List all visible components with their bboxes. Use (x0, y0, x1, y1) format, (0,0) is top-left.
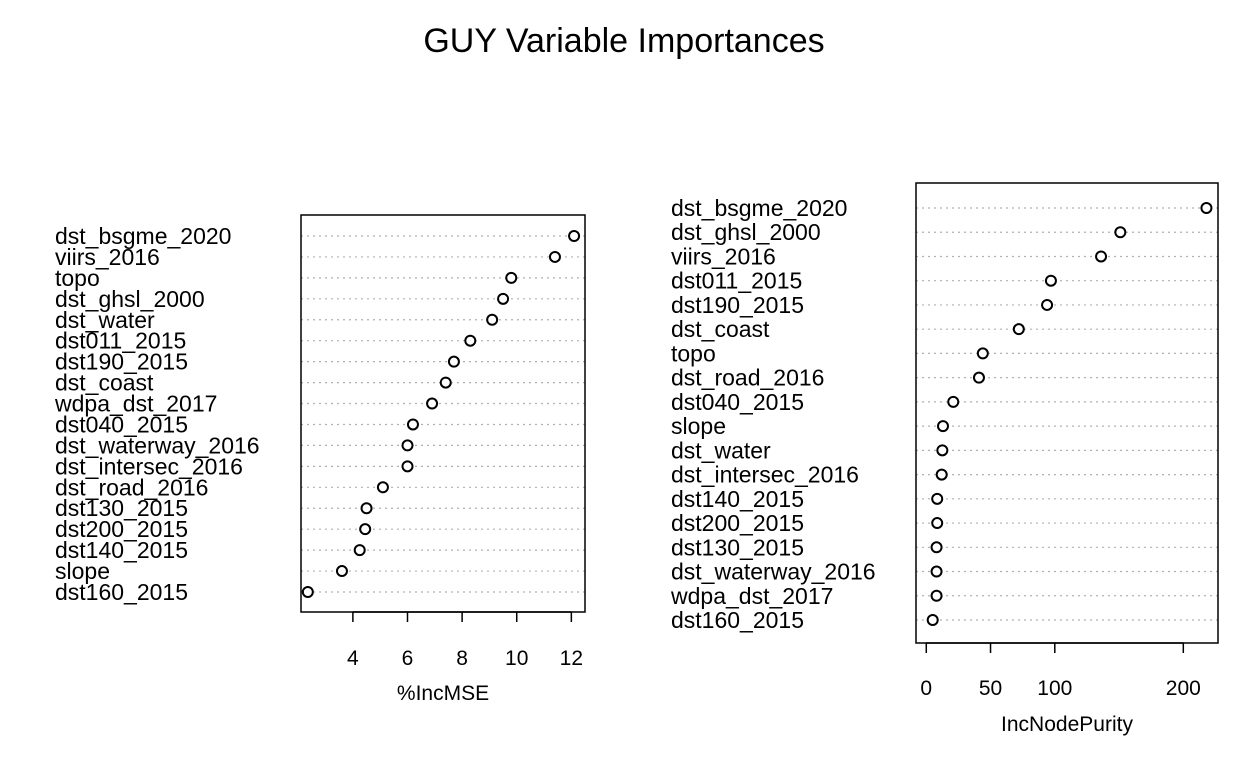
variable-label: dst011_2015 (671, 268, 802, 294)
data-point (1095, 250, 1108, 263)
data-point (976, 347, 989, 360)
data-point (931, 517, 944, 530)
data-point (497, 292, 510, 305)
data-point (359, 523, 372, 536)
variable-label: dst_water (671, 437, 771, 463)
x-tick-label: 8 (456, 647, 468, 670)
data-point (926, 614, 939, 626)
data-point (335, 565, 348, 578)
variable-label: dst_coast (671, 316, 770, 342)
data-point (406, 418, 419, 431)
variable-label: dst200_2015 (671, 510, 804, 536)
variable-label: viirs_2016 (671, 243, 776, 269)
variable-label: dst140_2015 (55, 537, 188, 563)
variable-label: dst040_2015 (55, 411, 188, 437)
variable-label: slope (671, 413, 726, 439)
x-axis-label: %IncMSE (397, 682, 489, 705)
variable-label: viirs_2016 (55, 244, 160, 270)
variable-label: topo (55, 265, 100, 291)
data-point (930, 589, 943, 602)
variable-label: dst160_2015 (55, 579, 188, 605)
data-point (464, 334, 477, 347)
variable-label: dst_ghsl_2000 (55, 286, 205, 312)
variable-label: dst_water (55, 307, 155, 333)
data-point (1200, 202, 1213, 214)
variable-label: dst160_2015 (671, 607, 804, 633)
variable-label: topo (671, 340, 716, 366)
data-point (447, 355, 460, 368)
data-point (931, 492, 944, 505)
variable-label: dst_road_2016 (671, 365, 824, 391)
data-point (439, 376, 452, 389)
x-tick-label: 0 (920, 677, 932, 700)
data-point (401, 460, 414, 473)
data-point (947, 395, 960, 408)
variable-label: dst200_2015 (55, 516, 188, 542)
variable-label: slope (55, 558, 110, 584)
data-point (935, 468, 948, 481)
data-point (568, 230, 581, 242)
variable-label: dst190_2015 (55, 349, 188, 375)
data-point (1114, 226, 1127, 239)
data-point (1044, 274, 1057, 287)
data-point (972, 371, 985, 384)
x-tick-label: 6 (402, 647, 414, 670)
incmse-panel: dst_bsgme_2020viirs_2016topodst_ghsl_200… (54, 214, 586, 705)
variable-label: dst_waterway_2016 (55, 432, 260, 458)
data-point (401, 439, 414, 452)
data-point (353, 544, 366, 557)
data-point (930, 541, 943, 554)
variable-label: dst_road_2016 (55, 474, 208, 500)
data-point (376, 481, 389, 494)
x-axis-label: IncNodePurity (1001, 713, 1133, 736)
data-point (486, 313, 499, 326)
x-tick-label: 10 (505, 647, 528, 670)
variable-label: dst130_2015 (671, 534, 804, 560)
plot-frame (300, 214, 586, 613)
data-point (936, 420, 949, 433)
variable-label: dst_coast (55, 370, 154, 396)
x-tick-label: 50 (979, 677, 1002, 700)
data-point (548, 250, 561, 263)
variable-label: dst011_2015 (55, 328, 186, 354)
x-tick-label: 4 (347, 647, 359, 670)
variable-label: dst_intersec_2016 (671, 462, 859, 488)
variable-label: dst_bsgme_2020 (55, 223, 231, 249)
data-point (426, 397, 439, 410)
data-point (301, 586, 314, 598)
plot-frame (915, 182, 1219, 644)
variable-label: wdpa_dst_2017 (670, 583, 833, 609)
variable-label: dst_bsgme_2020 (671, 195, 847, 221)
x-tick-label: 12 (560, 647, 583, 670)
data-point (1012, 323, 1025, 336)
variable-label: dst_waterway_2016 (671, 559, 876, 585)
variable-label: dst130_2015 (55, 495, 188, 521)
variable-label: wdpa_dst_2017 (54, 391, 217, 417)
x-tick-label: 200 (1166, 677, 1201, 700)
data-point (1041, 298, 1054, 311)
incnodepurity-panel: dst_bsgme_2020dst_ghsl_2000viirs_2016dst… (670, 182, 1219, 736)
x-tick-label: 100 (1037, 677, 1072, 700)
variable-label: dst040_2015 (671, 389, 804, 415)
variable-label: dst_intersec_2016 (55, 453, 243, 479)
variable-label: dst140_2015 (671, 486, 804, 512)
variable-label: dst190_2015 (671, 292, 804, 318)
chart-title: GUY Variable Importances (423, 22, 825, 60)
data-point (360, 502, 373, 515)
data-point (936, 444, 949, 457)
data-point (505, 271, 518, 284)
variable-label: dst_ghsl_2000 (671, 219, 821, 245)
data-point (930, 565, 943, 578)
